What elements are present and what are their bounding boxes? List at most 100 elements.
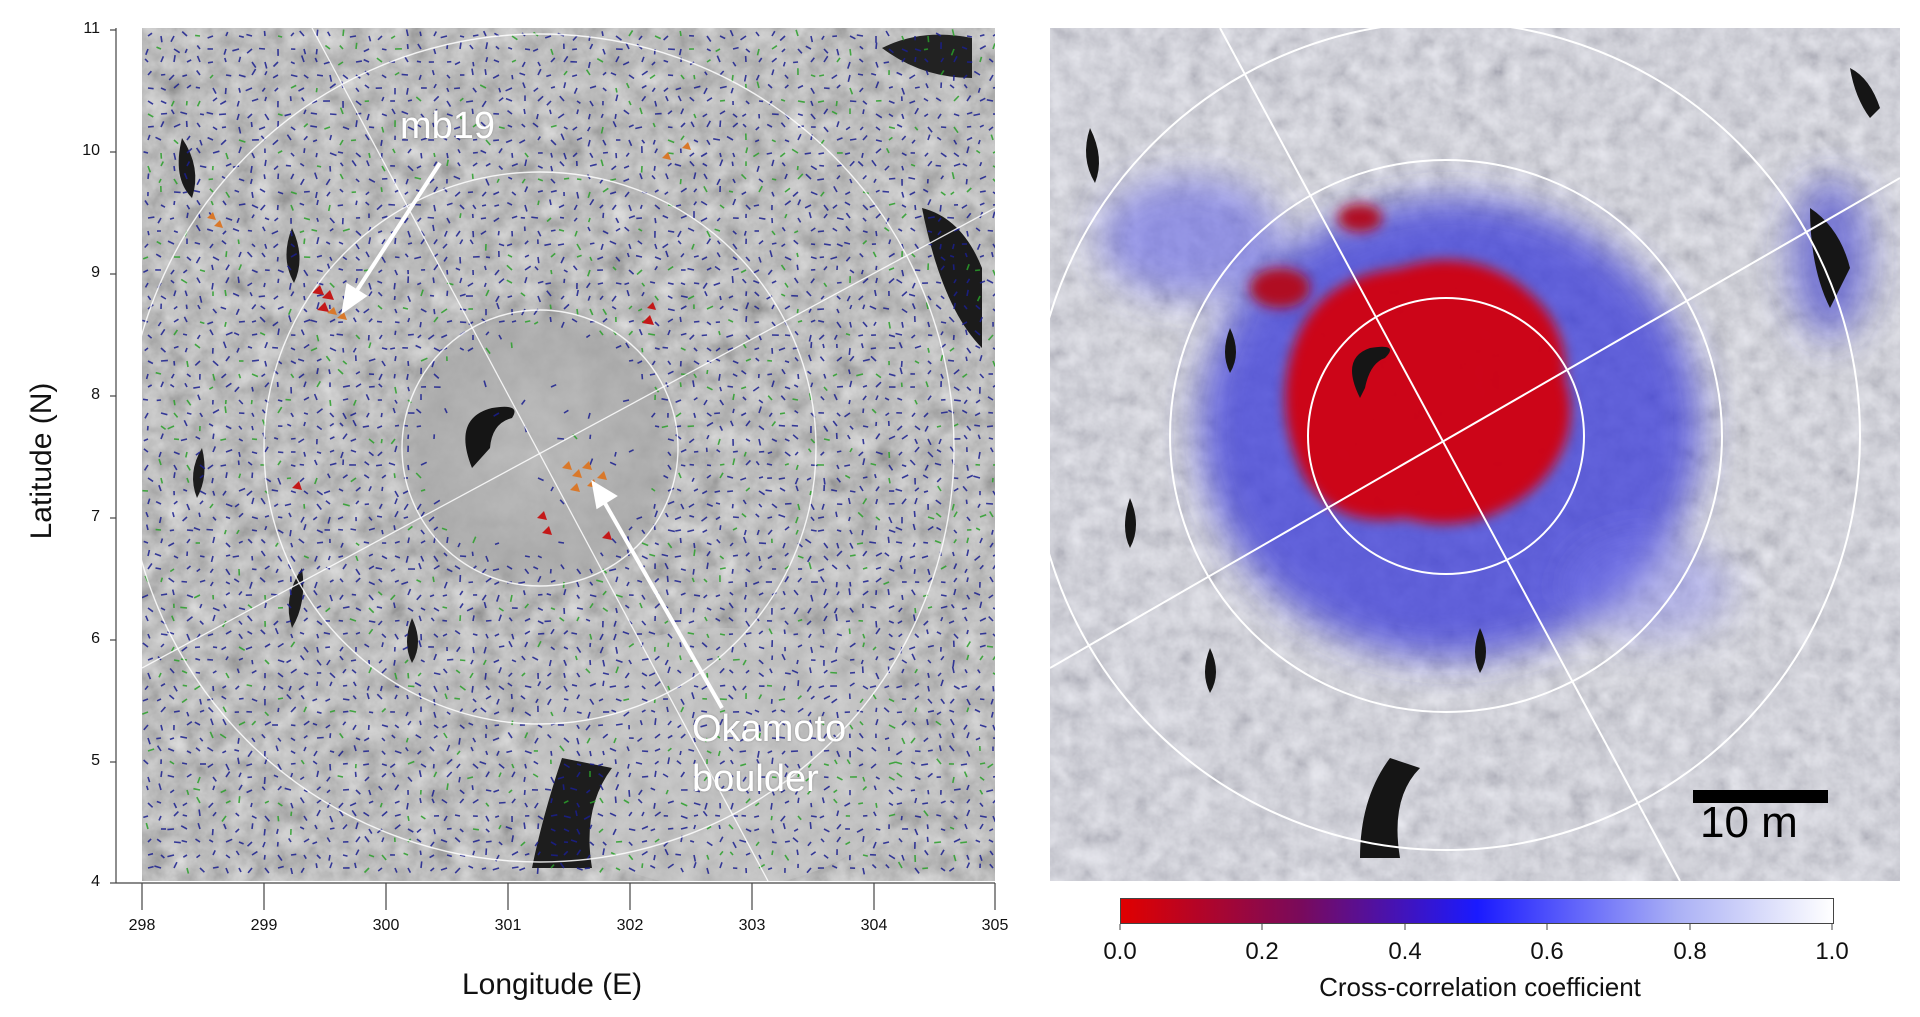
displacement-vector <box>263 776 266 785</box>
displacement-vector <box>441 527 448 531</box>
displacement-vector <box>719 760 726 765</box>
displacement-vector <box>316 165 322 168</box>
displacement-vector <box>883 841 890 845</box>
displacement-vector <box>664 659 669 666</box>
displacement-vector <box>680 771 686 778</box>
displacement-vector <box>680 867 684 873</box>
displacement-vector <box>979 632 987 635</box>
displacement-vector <box>147 134 151 141</box>
displacement-vector <box>576 289 579 297</box>
displacement-vector <box>301 97 305 102</box>
displacement-vector <box>951 172 955 180</box>
displacement-vector <box>376 606 383 609</box>
displacement-vector <box>862 358 870 362</box>
displacement-vector <box>144 200 149 206</box>
displacement-vector <box>975 227 981 232</box>
displacement-vector <box>648 672 656 677</box>
displacement-vector <box>355 243 360 250</box>
displacement-vector <box>480 230 487 235</box>
displacement-vector <box>456 750 461 756</box>
displacement-vector <box>303 282 306 288</box>
displacement-vector <box>199 555 205 558</box>
displacement-vector <box>732 408 735 414</box>
displacement-vector <box>810 57 815 63</box>
displacement-vector <box>381 474 387 479</box>
displacement-vector <box>286 693 292 700</box>
displacement-vector <box>378 578 383 583</box>
displacement-vector <box>498 165 504 171</box>
displacement-vector <box>329 282 335 288</box>
displacement-vector <box>628 30 634 37</box>
displacement-vector <box>325 355 331 362</box>
displacement-vector <box>220 789 227 794</box>
displacement-vector <box>394 330 397 336</box>
displacement-vector <box>381 763 388 767</box>
displacement-vector <box>550 383 557 388</box>
displacement-vector <box>251 303 257 310</box>
displacement-vector <box>745 828 752 833</box>
displacement-vector <box>679 382 682 388</box>
displacement-vector <box>771 709 777 713</box>
displacement-vector <box>316 809 321 817</box>
displacement-vector <box>939 243 942 250</box>
displacement-vector <box>901 57 906 63</box>
displacement-vector <box>225 854 231 859</box>
displacement-vector <box>701 516 708 522</box>
displacement-vector <box>806 867 812 874</box>
displacement-vector <box>818 334 825 340</box>
displacement-vector <box>432 277 435 284</box>
displacement-vector <box>706 97 713 102</box>
displacement-vector <box>182 802 188 807</box>
displacement-vector <box>836 308 840 314</box>
displacement-vector <box>962 485 968 492</box>
displacement-vector <box>433 186 439 193</box>
displacement-vector <box>654 770 657 778</box>
displacement-vector <box>810 87 815 95</box>
displacement-vector <box>935 32 942 37</box>
displacement-vector <box>875 566 882 570</box>
displacement-vector <box>416 594 422 601</box>
displacement-vector <box>471 685 474 693</box>
displacement-vector <box>212 150 220 154</box>
displacement-vector <box>466 607 474 612</box>
displacement-vector <box>407 867 412 873</box>
displacement-vector <box>602 841 607 846</box>
displacement-vector <box>524 685 532 689</box>
displacement-vector <box>649 281 656 284</box>
displacement-vector <box>222 200 227 206</box>
displacement-vector <box>743 642 747 648</box>
displacement-vector <box>836 750 841 758</box>
displacement-vector <box>600 126 604 134</box>
displacement-vector <box>246 251 253 258</box>
displacement-vector <box>378 334 383 340</box>
displacement-vector <box>195 451 201 456</box>
displacement-vector <box>796 252 799 258</box>
displacement-vector <box>584 867 591 870</box>
displacement-vector <box>637 798 643 804</box>
displacement-vector <box>888 620 895 624</box>
displacement-vector <box>848 588 851 596</box>
displacement-vector <box>847 61 851 69</box>
displacement-vector <box>964 823 968 830</box>
displacement-vector <box>862 217 867 222</box>
displacement-vector <box>186 721 193 726</box>
displacement-vector <box>706 672 709 678</box>
displacement-vector <box>937 672 942 677</box>
displacement-vector <box>623 711 630 717</box>
colorbar-tick-label: 1.0 <box>1815 938 1849 965</box>
displacement-vector <box>247 630 253 635</box>
displacement-vector <box>979 617 987 622</box>
displacement-vector <box>844 802 851 807</box>
displacement-vector <box>740 173 747 180</box>
displacement-vector <box>563 672 566 678</box>
displacement-vector <box>609 812 617 817</box>
displacement-vector <box>914 425 921 431</box>
displacement-vector <box>836 529 842 533</box>
displacement-vector <box>326 191 331 197</box>
displacement-vector <box>481 594 487 601</box>
displacement-vector <box>836 542 840 549</box>
displacement-vector <box>849 178 853 184</box>
displacement-vector <box>779 487 786 492</box>
displacement-vector <box>303 555 310 559</box>
displacement-vector <box>884 552 890 557</box>
